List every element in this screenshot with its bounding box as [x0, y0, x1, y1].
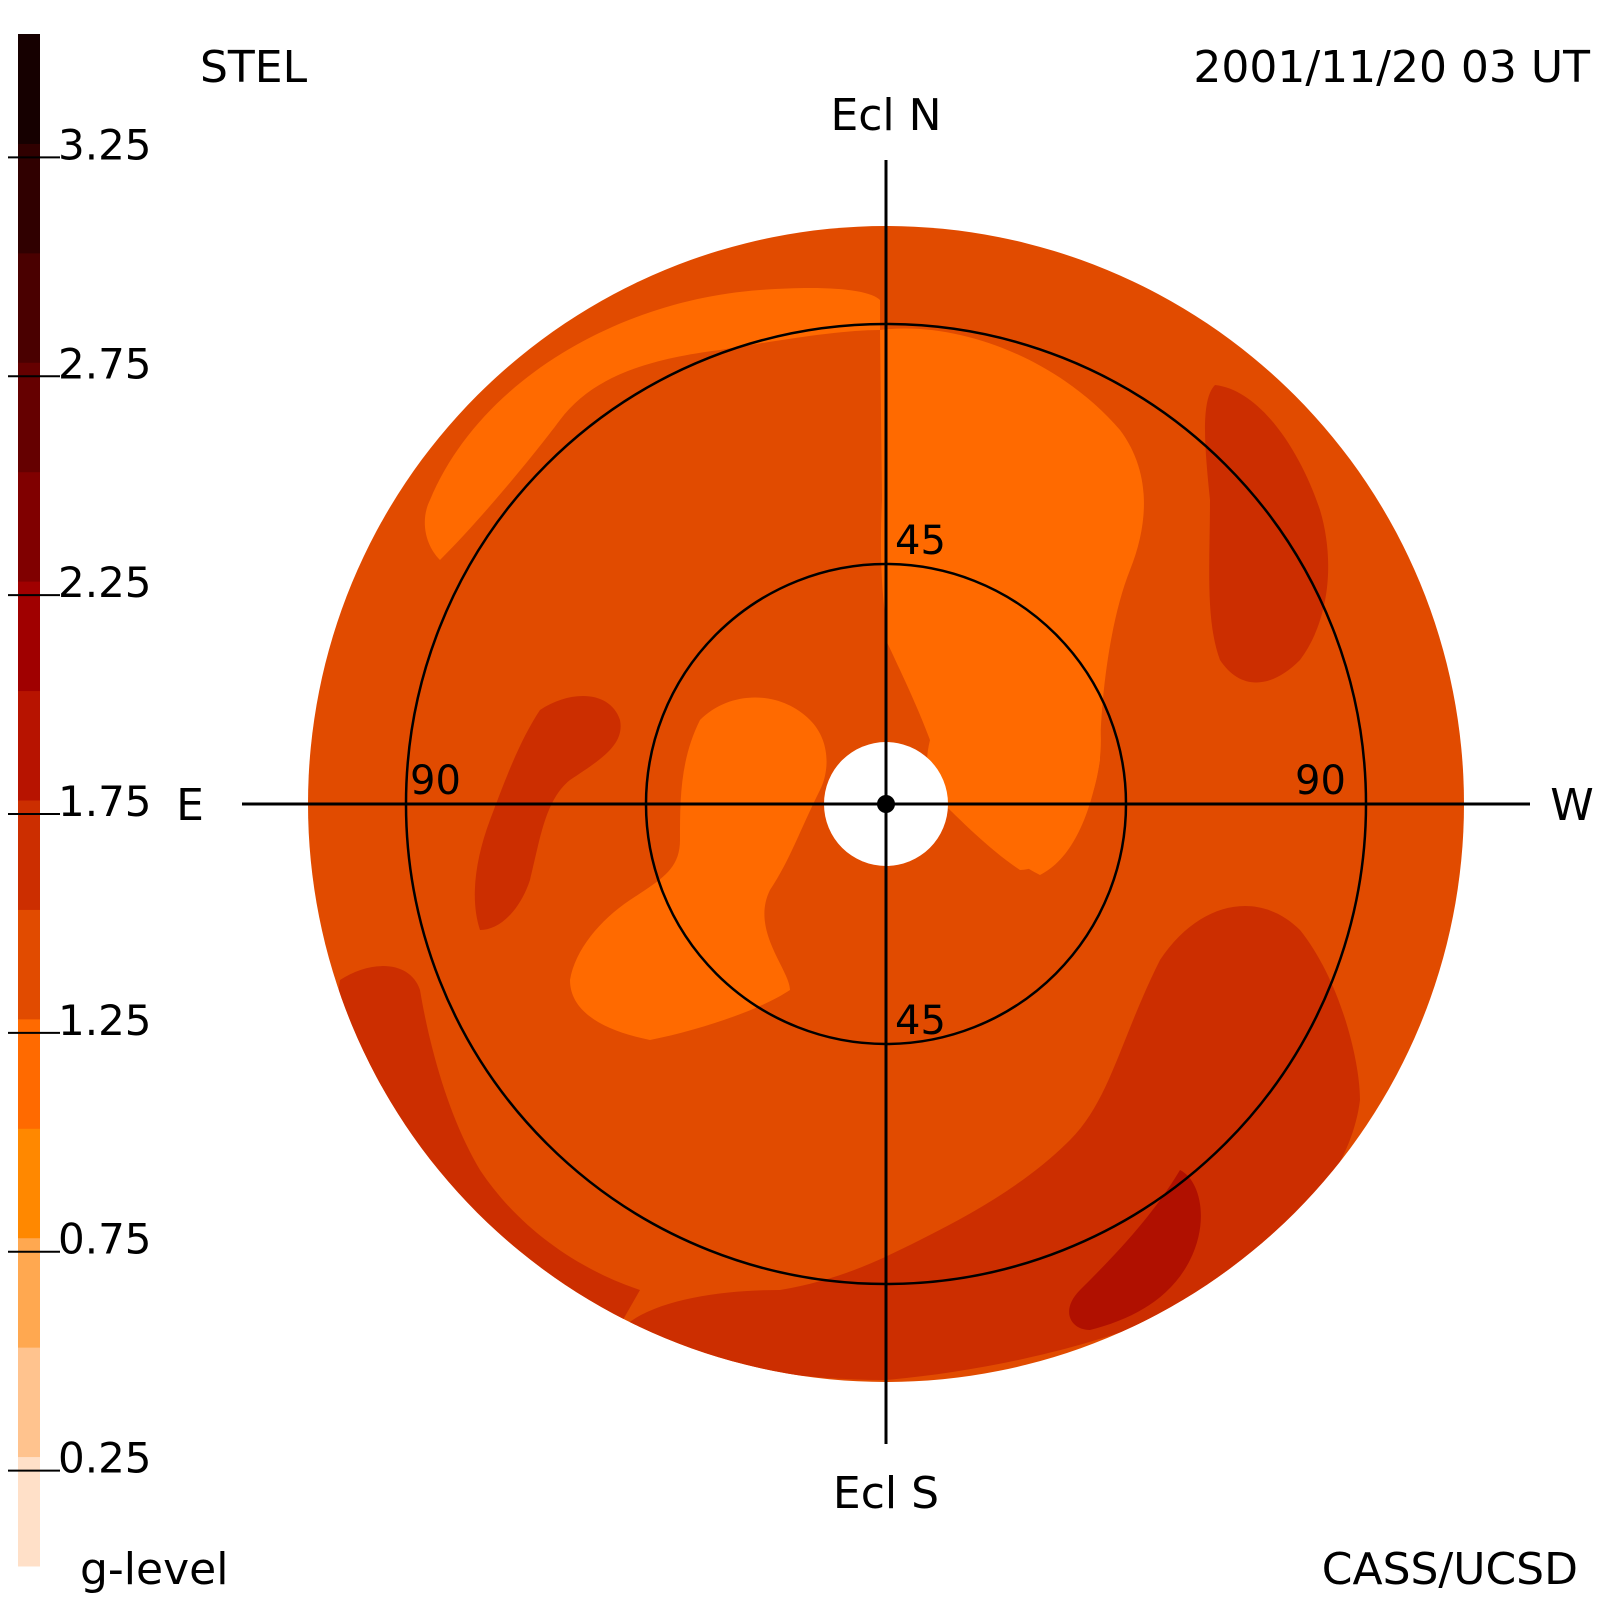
west-label: W	[1550, 780, 1594, 831]
colorbar-bin-0	[18, 1456, 40, 1567]
colorbar-bin-12	[18, 143, 40, 254]
timestamp-label: 2001/11/20 03 UT	[1193, 42, 1590, 93]
colorbar-tick-label: 2.25	[58, 558, 152, 607]
colorbar-tick-label: 1.75	[58, 777, 152, 826]
colorbar-label: g-level	[80, 1544, 228, 1595]
region-dark-lower-left-band	[337, 966, 640, 1360]
colorbar-bin-2	[18, 1237, 40, 1348]
region-light-upper-left	[424, 288, 880, 560]
ring-label-90-east: 90	[410, 758, 461, 804]
colorbar-bin-6	[18, 800, 40, 910]
colorbar-bin-13	[18, 34, 40, 144]
region-light-center-left	[570, 697, 827, 1040]
colorbar-bin-1	[18, 1347, 40, 1458]
south-label: Ecl S	[833, 1468, 939, 1519]
colorbar-ticks: 3.25 2.75 2.25 1.75 1.25 0.75 0.25	[8, 120, 152, 1483]
colorbar-bin-8	[18, 581, 40, 692]
colorbar-tick-label: 0.25	[58, 1434, 152, 1483]
colorbar-bin-9	[18, 471, 40, 582]
colorbar-bin-11	[18, 252, 40, 363]
colorbar-tick-label: 3.25	[58, 120, 152, 169]
colorbar-bin-3	[18, 1128, 40, 1239]
instrument-label: STEL	[200, 42, 308, 93]
colorbar-bin-5	[18, 909, 40, 1020]
colorbar-bin-10	[18, 362, 40, 473]
ring-label-90-west: 90	[1295, 758, 1346, 804]
grid-overlay	[242, 160, 1530, 1444]
east-label: E	[176, 780, 204, 831]
colorbar-bin-7	[18, 690, 40, 801]
colorbar	[18, 34, 40, 1567]
region-darker-lower-right-streak	[1069, 1170, 1201, 1330]
colorbar-tick-label: 1.25	[58, 996, 152, 1045]
ring-label-45-south: 45	[895, 998, 946, 1044]
colorbar-bin-4	[18, 1018, 40, 1129]
colorbar-tick-label: 2.75	[58, 339, 152, 388]
colorbar-tick-label: 0.75	[58, 1215, 152, 1264]
ring-label-45-north: 45	[895, 518, 946, 564]
credit-label: CASS/UCSD	[1322, 1544, 1578, 1595]
north-label: Ecl N	[830, 90, 941, 141]
region-dark-left-streak	[474, 696, 621, 930]
region-dark-upper-right-streak	[1205, 385, 1329, 683]
